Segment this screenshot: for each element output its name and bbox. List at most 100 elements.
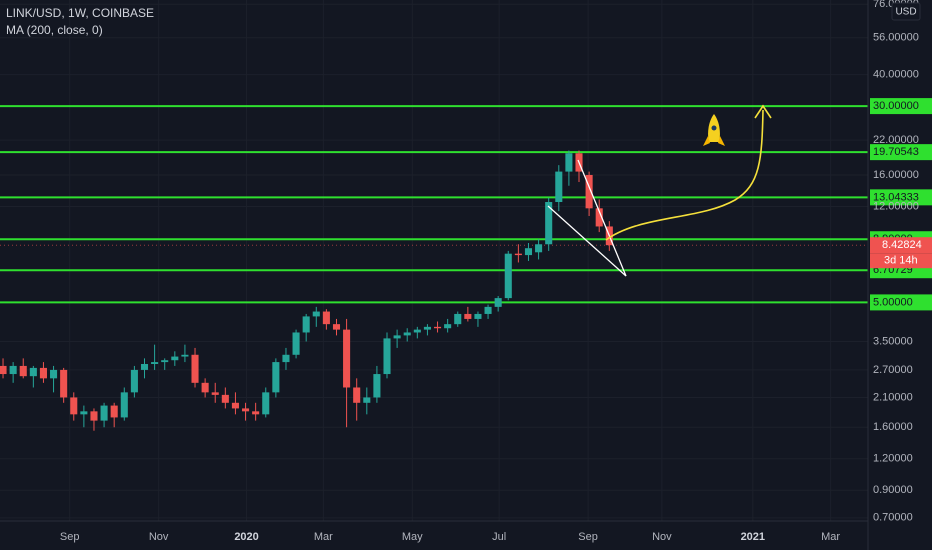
candle-body — [302, 316, 310, 333]
candle-body — [454, 313, 462, 325]
candle-body — [292, 332, 300, 355]
candle-body — [504, 253, 512, 299]
rocket-icon — [703, 114, 725, 146]
y-tick-label: 56.00000 — [873, 32, 919, 44]
candle-body — [80, 411, 88, 415]
y-tick-label: 19.70543 — [873, 146, 919, 158]
x-tick-label: Mar — [821, 531, 840, 543]
candle-body — [221, 394, 229, 403]
candle-body — [353, 387, 361, 403]
indicator-label: MA (200, close, 0) — [6, 23, 103, 37]
candle-body — [70, 397, 78, 415]
y-tick-label: 1.20000 — [873, 453, 913, 465]
candle-body — [191, 354, 199, 383]
levels — [0, 105, 868, 304]
candle-body — [444, 324, 452, 329]
x-tick-label: May — [402, 531, 423, 543]
candle-body — [100, 405, 108, 421]
x-tick-label: Nov — [149, 531, 169, 543]
candle-body — [545, 202, 553, 245]
y-tick-label: 12.00000 — [873, 200, 919, 212]
candle-body — [565, 153, 573, 172]
y-tick-label: 5.00000 — [873, 296, 913, 308]
projection-arrow — [754, 104, 772, 119]
y-tick-label: 13.04333 — [873, 191, 919, 203]
candle-body — [383, 338, 391, 375]
candle-body — [494, 298, 502, 307]
candle-body — [535, 244, 543, 253]
candle-body — [242, 408, 250, 412]
y-tick-label: 0.70000 — [873, 512, 913, 524]
candle-body — [393, 335, 401, 339]
candle-body — [403, 332, 411, 336]
y-tick-label: 40.00000 — [873, 68, 919, 80]
countdown-label: 3d 14h — [884, 255, 918, 267]
y-tick-label: 16.00000 — [873, 169, 919, 181]
candle-body — [90, 411, 98, 421]
y-tick-label: 22.00000 — [873, 134, 919, 146]
level-label-box — [870, 144, 932, 161]
level-label-box — [870, 294, 932, 311]
candle-body — [181, 354, 189, 357]
y-tick-label: 2.70000 — [873, 364, 913, 376]
candle-body — [39, 367, 47, 379]
candle-body — [272, 362, 280, 393]
grid — [0, 0, 868, 521]
candle-body — [413, 329, 421, 333]
currency-box — [891, 2, 921, 21]
x-tick-label: Sep — [578, 531, 598, 543]
candle-body — [110, 405, 118, 418]
candle-body — [9, 365, 17, 375]
candle-body — [322, 311, 330, 325]
candle-body — [211, 392, 219, 395]
candle-body — [161, 360, 169, 363]
candle-body — [474, 313, 482, 319]
x-tick-label: 2021 — [741, 531, 765, 543]
candle-body — [373, 374, 381, 398]
level-label-box — [870, 189, 932, 206]
x-axis: Sep Nov 2020 Mar May Jul Sep Nov 2021 Mar — [60, 531, 840, 543]
projection-curve — [605, 109, 764, 241]
candle-body — [60, 369, 68, 398]
chart-title: LINK/USD, 1W, COINBASE — [6, 6, 154, 20]
candle-body — [171, 356, 179, 361]
candle-body — [282, 354, 290, 363]
candle-body — [252, 411, 260, 415]
candle-body — [50, 369, 58, 379]
candle-body — [130, 369, 138, 393]
x-tick-label: Nov — [652, 531, 672, 543]
candle-body — [19, 365, 27, 377]
x-tick-label: Jul — [492, 531, 506, 543]
candle-body — [555, 171, 563, 203]
candle-body — [201, 382, 209, 393]
y-tick-label: 2.10000 — [873, 391, 913, 403]
y-tick-label: 1.60000 — [873, 421, 913, 433]
countdown-box — [870, 253, 932, 269]
wedge-drawing — [547, 159, 627, 277]
x-tick-label: Mar — [314, 531, 333, 543]
drawings — [547, 104, 772, 277]
level-label-box — [870, 98, 932, 115]
candle-body — [434, 326, 442, 329]
last-price-box — [870, 237, 932, 254]
y-tick-label: 3.50000 — [873, 335, 913, 347]
candle-body — [29, 367, 37, 377]
candle-body — [231, 402, 239, 409]
candle-body — [423, 326, 431, 330]
candle-body — [262, 392, 270, 415]
candle-body — [0, 365, 7, 375]
candle-body — [464, 313, 472, 319]
candle-body — [363, 397, 371, 403]
x-tick-label: 2020 — [234, 531, 258, 543]
candle-body — [514, 253, 522, 256]
y-tick-label: 0.90000 — [873, 484, 913, 496]
currency-label: USD — [895, 7, 916, 18]
candle-body — [151, 362, 159, 364]
last-price-label: 8.42824 — [882, 239, 922, 251]
candle-body — [484, 306, 492, 314]
x-tick-label: Sep — [60, 531, 80, 543]
candle-body — [332, 324, 341, 330]
